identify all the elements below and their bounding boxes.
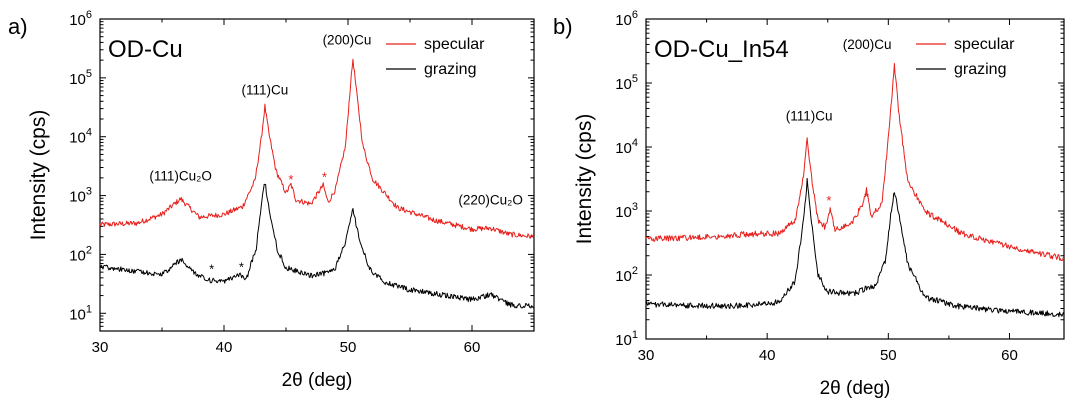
y-tick-label: 102 (615, 265, 638, 285)
x-axis-title: 2θ (deg) (282, 370, 353, 391)
panel-title: OD-Cu_In54 (654, 36, 789, 63)
x-tick-label: 50 (340, 339, 357, 356)
peak-label: (200)Cu (843, 37, 892, 52)
x-tick-label: 30 (638, 347, 655, 364)
peak-label: (200)Cu (323, 32, 372, 47)
y-tick-label: 105 (615, 73, 638, 93)
y-tick-label: 105 (69, 68, 92, 88)
x-tick-label: 60 (1001, 347, 1018, 364)
legend-label: specular (424, 36, 485, 53)
legend-label: grazing (424, 61, 476, 78)
plot-frame (99, 18, 535, 332)
y-tick-label: 103 (615, 201, 638, 221)
peak-label: (111)Cu₂O (149, 169, 212, 184)
series-line-grazing (99, 183, 535, 309)
series-line-specular (99, 58, 535, 239)
peak-label: (111)Cu (786, 108, 833, 123)
y-tick-label: 104 (615, 137, 638, 157)
peak-label: (220)Cu₂O (458, 193, 523, 208)
y-tick-label: 101 (615, 329, 638, 349)
y-axis-title: Intensity (cps) (27, 110, 50, 241)
legend-label: specular (954, 36, 1015, 53)
x-tick-label: 30 (92, 339, 109, 356)
impurity-marker: * (288, 172, 293, 187)
y-tick-label: 102 (69, 244, 92, 264)
y-tick-label: 106 (615, 9, 638, 29)
y-tick-label: 104 (69, 127, 92, 147)
peak-label: (111)Cu (242, 83, 289, 98)
impurity-marker: * (322, 169, 327, 184)
legend-label: grazing (954, 61, 1006, 78)
series-line-specular (645, 62, 1065, 262)
series-line-grazing (645, 177, 1065, 318)
panel-b: 30 40 50 60 101 102 103 104 105 106 Intensity (cps… (553, 9, 1065, 399)
panel-a: 30 40 50 60 101 102 103 104 105 106 Intensity (cps… (8, 9, 535, 391)
panel-title: OD-Cu (108, 36, 183, 63)
impurity-marker: * (239, 259, 244, 274)
impurity-marker: * (209, 261, 214, 276)
x-tick-label: 40 (759, 347, 776, 364)
x-tick-label: 40 (216, 339, 233, 356)
x-tick-label: 50 (880, 347, 897, 364)
plot-frame (645, 18, 1065, 340)
panel-letter: b) (553, 14, 573, 39)
y-axis-title: Intensity (cps) (573, 114, 596, 245)
x-axis-title: 2θ (deg) (820, 378, 891, 399)
y-tick-label: 106 (69, 9, 92, 29)
y-tick-label: 101 (69, 303, 92, 323)
panel-letter: a) (8, 14, 28, 39)
impurity-marker: * (864, 189, 869, 204)
y-tick-label: 103 (69, 186, 92, 206)
x-tick-label: 60 (464, 339, 481, 356)
impurity-marker: * (826, 193, 831, 208)
